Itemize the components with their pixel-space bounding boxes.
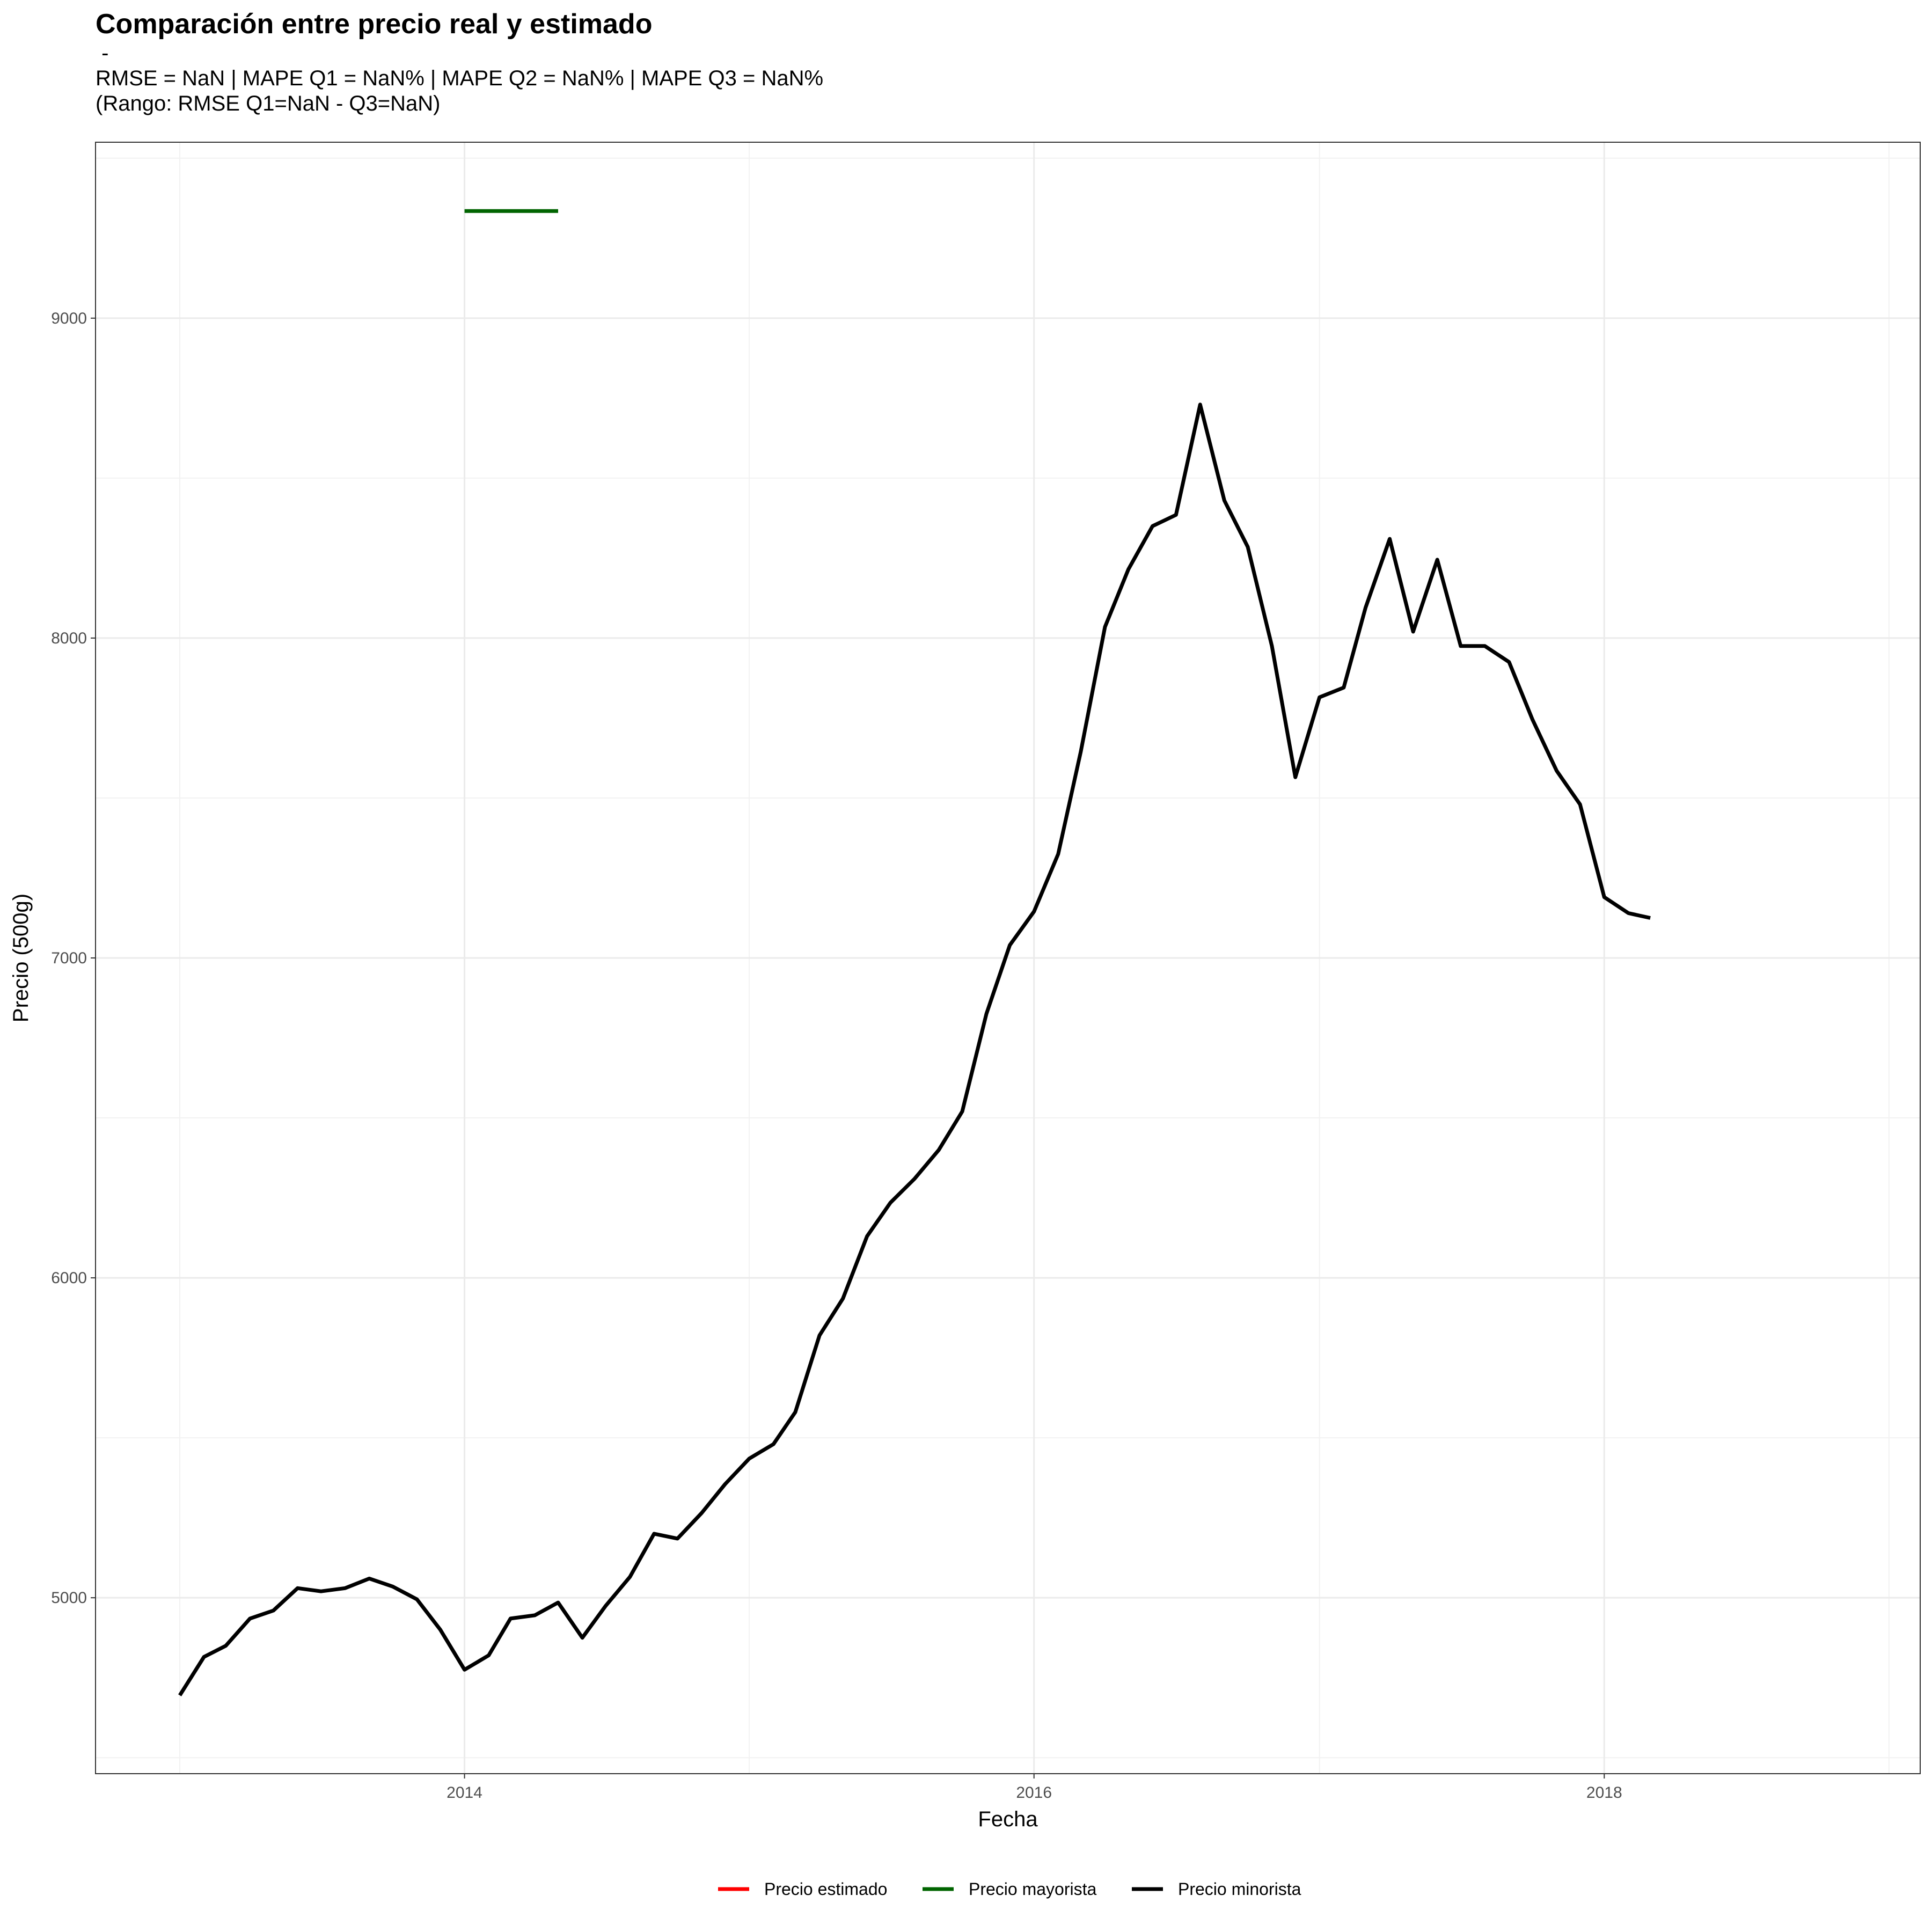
x-axis-title: Fecha (978, 1807, 1038, 1831)
chart-subtitle-line-1: - (96, 41, 109, 65)
series-lines (178, 209, 1651, 1696)
y-axis-title: Precio (500g) (9, 894, 33, 1022)
legend: Precio estimado Precio mayorista Precio mi… (718, 1879, 1301, 1899)
y-tick-label: 9000 (51, 310, 87, 327)
chart-subtitle-line-2: RMSE = NaN | MAPE Q1 = NaN% | MAPE Q2 = … (96, 67, 824, 90)
x-tick-label: 2014 (447, 1784, 482, 1802)
series-line-precio-minorista (178, 402, 1651, 1696)
y-tick-label: 7000 (51, 949, 87, 967)
y-tick-label: 6000 (51, 1269, 87, 1287)
major-gridlines (96, 142, 1920, 1774)
y-axis: 5000 6000 7000 8000 9000 (51, 310, 96, 1607)
legend-label-1: Precio estimado (764, 1879, 887, 1899)
minor-gridlines (96, 142, 1920, 1774)
y-tick-label: 5000 (51, 1589, 87, 1607)
legend-label-3: Precio minorista (1178, 1879, 1301, 1899)
chart-header: Comparación entre precio real y estimado… (96, 8, 823, 116)
x-axis: 2014 2016 2018 (447, 1774, 1622, 1802)
chart-subtitle-line-3: (Rango: RMSE Q1=NaN - Q3=NaN) (96, 92, 441, 115)
x-tick-label: 2018 (1586, 1784, 1622, 1802)
x-tick-label: 2016 (1016, 1784, 1052, 1802)
y-tick-label: 8000 (51, 630, 87, 647)
legend-label-2: Precio mayorista (969, 1879, 1097, 1899)
chart-title: Comparación entre precio real y estimado (96, 9, 653, 40)
